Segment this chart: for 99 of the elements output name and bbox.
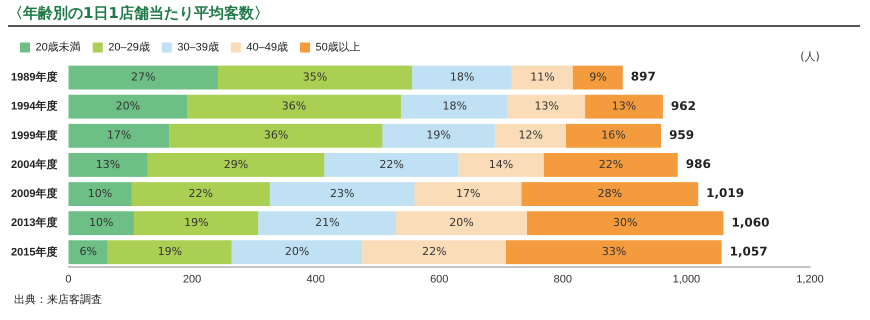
annotation: 19%: [426, 128, 451, 142]
annotation: 17%: [106, 128, 132, 142]
bar: [585, 94, 663, 119]
bar: [396, 211, 527, 236]
annotation: 13%: [612, 100, 636, 113]
annotation: 17%: [456, 186, 481, 200]
annotation: 13%: [96, 158, 120, 171]
bar: [400, 94, 508, 119]
bar: [544, 152, 678, 177]
total-label: 1,019: [706, 186, 744, 200]
bar: [68, 152, 148, 177]
bar: [258, 211, 396, 236]
bar: [412, 66, 512, 90]
legend-label: 20歳未満: [36, 40, 81, 54]
bar: [382, 124, 495, 148]
bar: [132, 182, 270, 206]
y-tick-label: 2013年度: [10, 216, 58, 230]
chart-title: 〈年齢別の1日1店舗当たり平均客数〉: [8, 4, 860, 27]
total-label: 1,057: [730, 244, 768, 258]
bar: [414, 182, 522, 206]
bar: [572, 66, 623, 90]
y-tick-label: 2009年度: [10, 187, 58, 200]
bar: [526, 211, 724, 236]
annotation: 27%: [131, 70, 156, 84]
total-label: 959: [669, 128, 694, 142]
annotation: 10%: [88, 186, 112, 200]
bar: [68, 211, 134, 236]
x-tick-label: 1,200: [796, 273, 824, 286]
x-tick-label: 0: [65, 273, 72, 286]
annotation: 19%: [158, 245, 182, 258]
bar: [566, 124, 662, 148]
annotation: 11%: [530, 70, 555, 84]
bar: [270, 182, 415, 206]
annotation: 28%: [598, 186, 622, 200]
annotation: 14%: [488, 158, 514, 171]
annotation: 16%: [601, 128, 626, 142]
total-label: 986: [686, 157, 711, 172]
bar: [169, 124, 382, 148]
y-tick-label: 1994年度: [10, 100, 58, 113]
x-tick-label: 200: [182, 273, 202, 286]
annotation: 36%: [282, 100, 306, 113]
annotation: 22%: [422, 245, 447, 258]
x-tick-label: 800: [554, 273, 572, 286]
x-tick-label: 600: [430, 273, 448, 286]
annotation: 13%: [534, 100, 559, 113]
total-label: 1,060: [731, 215, 770, 230]
annotation: 36%: [264, 128, 288, 142]
bar: [232, 240, 362, 264]
bar: [187, 94, 401, 119]
bar: [506, 240, 722, 264]
annotation: 23%: [330, 186, 354, 200]
legend-label: 20–29歳: [108, 40, 150, 54]
bar: [362, 240, 506, 264]
annotation: 10%: [88, 216, 114, 229]
bar: [68, 94, 188, 119]
annotation: 21%: [315, 216, 340, 229]
bar: [134, 211, 258, 236]
legend-label: 40–49歳: [246, 40, 288, 54]
bar: [508, 94, 586, 119]
y-tick-label: 1989年度: [10, 70, 58, 84]
annotation: 20%: [284, 245, 310, 258]
total-label: 897: [630, 70, 656, 84]
bar: [68, 240, 108, 264]
total-label: 962: [670, 98, 696, 113]
bar: [494, 124, 566, 148]
legend-label: 50歳以上: [316, 40, 361, 54]
annotation: 35%: [302, 70, 328, 84]
bar: [107, 240, 232, 264]
bar: [68, 124, 170, 148]
bar: [512, 66, 573, 90]
annotation: 18%: [442, 100, 467, 113]
bar: [148, 152, 324, 177]
bar: [521, 182, 698, 206]
annotation: 30%: [613, 216, 638, 229]
y-tick-label: 1999年度: [10, 128, 58, 142]
x-tick-label: 400: [306, 273, 325, 286]
annotation: 6%: [80, 245, 97, 258]
annotation: 29%: [224, 158, 248, 171]
annotation: 20%: [116, 100, 140, 113]
annotation: 19%: [184, 216, 209, 229]
annotation: 18%: [450, 70, 474, 84]
bar: [68, 66, 218, 90]
y-tick-label: 2004年度: [10, 158, 58, 171]
bar: [324, 152, 458, 177]
annotation: 22%: [188, 186, 213, 200]
y-tick-label: 2015年度: [10, 245, 58, 258]
annotation: 9%: [589, 70, 607, 84]
bar: [68, 182, 132, 206]
annotation: 33%: [602, 245, 626, 258]
legend-label: 30–39歳: [177, 40, 219, 54]
bar: [218, 66, 412, 90]
source-note: 出典：来店客調査: [14, 292, 102, 307]
x-tick-label: 1,000: [672, 273, 700, 286]
annotation: 12%: [518, 128, 543, 142]
annotation: 20%: [449, 216, 474, 229]
annotation: 22%: [598, 158, 624, 171]
annotation: 22%: [379, 158, 404, 171]
x-axis-title: (人): [800, 50, 820, 63]
bar: [458, 152, 544, 177]
